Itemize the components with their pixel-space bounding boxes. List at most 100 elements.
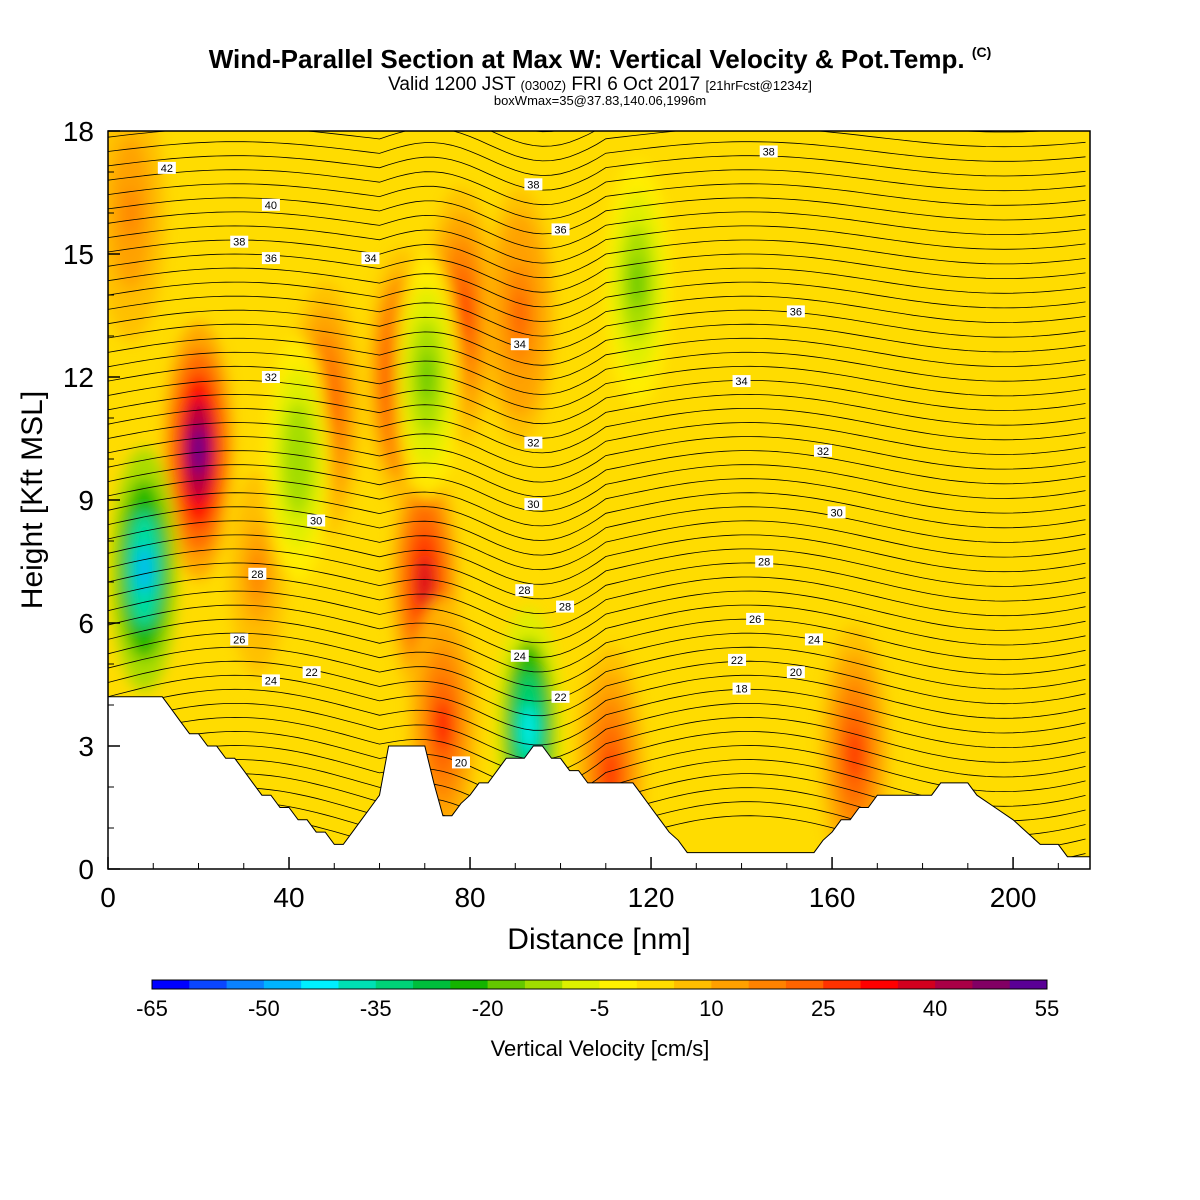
colorbar-swatch — [413, 980, 451, 989]
colorbar-swatch — [487, 980, 526, 989]
chart-subtitle: Valid 1200 JST (0300Z) FRI 6 Oct 2017 [2… — [0, 74, 1200, 96]
contour-label-text: 36 — [554, 224, 566, 236]
contour-label-text: 40 — [265, 200, 277, 212]
contour-label: 36 — [261, 252, 280, 265]
colorbar-swatch — [524, 980, 563, 989]
isentrope — [108, 464, 1086, 512]
colorbar-tick-label: 55 — [1035, 996, 1059, 1021]
downdraft-core-0 — [111, 447, 178, 692]
colorbar-swatch — [935, 980, 973, 989]
colorbar-swatch — [972, 980, 1011, 989]
downdraft-core-2 — [604, 160, 671, 405]
updraft-core-9 — [819, 625, 890, 869]
y-axis-label: Height [Kft MSL] — [16, 391, 49, 609]
isentrope — [108, 408, 1086, 454]
isentrope — [108, 211, 1086, 249]
contour-label: 24 — [261, 674, 280, 687]
colorbar-swatch — [263, 980, 302, 989]
colorbar: -65 -50 -35 -20 -5 10 25 40 55 — [136, 979, 1059, 1021]
colorbar-swatch — [636, 980, 675, 989]
y-tick-label: 15 — [63, 239, 94, 270]
x-tick-label: 200 — [990, 882, 1037, 913]
colorbar-tick-label: 25 — [811, 996, 835, 1021]
contour-label: 26 — [746, 612, 765, 626]
y-tick-label: 18 — [63, 116, 94, 147]
downdraft-core-3 — [393, 255, 461, 499]
contour-label: 30 — [307, 514, 326, 528]
colorbar-tick-label: 10 — [699, 996, 723, 1021]
y-tick-label: 3 — [78, 731, 94, 762]
contour-label-text: 38 — [233, 237, 245, 249]
contour-label-text: 22 — [306, 667, 318, 679]
contour-label: 38 — [759, 145, 778, 159]
contour-label: 42 — [157, 161, 176, 175]
colorbar-tick-label: 40 — [923, 996, 947, 1021]
contour-label: 22 — [302, 666, 321, 679]
contour-label-text: 38 — [527, 179, 539, 191]
isentrope — [108, 281, 1086, 322]
contour-label-text: 18 — [735, 684, 747, 696]
x-tick-label: 0 — [100, 882, 116, 913]
chart-title: Wind-Parallel Section at Max W: Vertical… — [0, 44, 1200, 75]
valid-time: Valid 1200 JST — [388, 74, 516, 95]
isentrope — [108, 84, 1086, 117]
contour-label-text: 24 — [514, 651, 526, 663]
contour-label-text: 20 — [455, 757, 467, 769]
colorbar-swatch — [450, 980, 489, 989]
contour-label: 22 — [551, 690, 570, 704]
contour-label-text: 28 — [518, 585, 530, 597]
colorbar-swatch — [785, 980, 824, 989]
contour-label: 24 — [510, 649, 529, 663]
contour-label-text: 38 — [763, 147, 775, 159]
isentrope — [108, 492, 1086, 541]
contour-label: 28 — [755, 555, 774, 569]
contour-label-text: 30 — [830, 507, 842, 519]
contour-label-text: 20 — [790, 667, 802, 679]
contour-label: 24 — [804, 633, 823, 646]
contour-label: 30 — [827, 506, 846, 519]
colorbar-swatch — [748, 980, 787, 989]
contour-label-text: 26 — [233, 634, 245, 646]
contour-label: 38 — [230, 235, 249, 249]
colorbar-tick-label: -5 — [590, 996, 610, 1021]
isentrope — [108, 646, 1086, 702]
colorbar-swatch — [897, 980, 936, 989]
isentrope — [531, 131, 558, 133]
contour-label-text: 30 — [310, 516, 322, 528]
utc-time: (0300Z) — [520, 78, 567, 93]
isentrope — [108, 730, 1086, 790]
contour-label: 34 — [510, 338, 529, 351]
isentrope — [108, 478, 1086, 527]
isentrope — [108, 716, 1086, 775]
contour-label: 36 — [551, 223, 570, 236]
contour-label-text: 34 — [514, 339, 526, 351]
contour-label-text: 32 — [817, 446, 829, 458]
isentrope — [108, 660, 1086, 717]
isentrope — [108, 295, 1086, 337]
contour-label: 20 — [451, 756, 470, 769]
colorbar-swatch — [226, 980, 265, 989]
isentrope — [108, 267, 1086, 308]
x-axis-label: Distance [nm] — [507, 923, 690, 956]
isentrope — [108, 169, 1086, 206]
isentrope — [108, 183, 1086, 220]
colorbar-swatch — [562, 980, 600, 989]
isentrope — [108, 337, 1086, 381]
contour-label: 36 — [786, 305, 805, 318]
contour-label: 20 — [786, 666, 805, 679]
colorbar-swatch — [338, 980, 377, 989]
contour-label: 32 — [261, 371, 280, 384]
isentrope — [108, 155, 1086, 191]
contour-label: 34 — [732, 375, 751, 388]
colorbar-swatch — [860, 980, 899, 989]
y-tick-label: 0 — [78, 854, 94, 885]
contour-label-text: 30 — [527, 499, 539, 511]
terrain-mask — [108, 696, 1090, 869]
contour-label: 30 — [524, 498, 543, 511]
contour-label-text: 22 — [554, 692, 566, 704]
isentrope — [108, 351, 1086, 395]
contour-label-text: 24 — [265, 675, 277, 687]
isentrope — [108, 604, 1086, 658]
x-tick-label: 120 — [628, 882, 675, 913]
colorbar-tick-label: -35 — [360, 996, 392, 1021]
